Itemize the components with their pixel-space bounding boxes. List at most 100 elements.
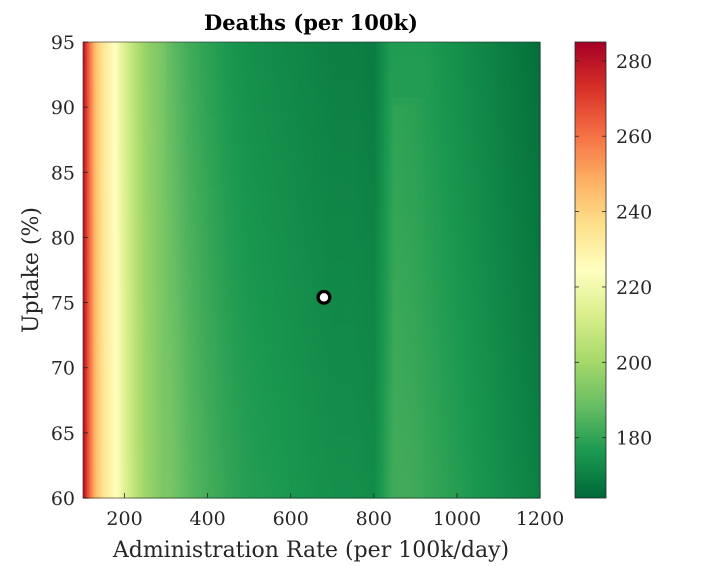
heatmap-cell: [230, 333, 234, 344]
heatmap-cell: [328, 379, 331, 390]
heatmap-cell: [193, 461, 196, 472]
heatmap-cell: [218, 288, 221, 298]
heatmap-cell: [180, 370, 184, 381]
heatmap-cell: [340, 461, 344, 472]
heatmap-cell: [535, 397, 539, 408]
heatmap-cell: [450, 425, 454, 435]
heatmap-cell: [319, 479, 323, 490]
heatmap-cell: [442, 379, 446, 390]
heatmap-cell: [384, 306, 387, 317]
heatmap-cell: [425, 488, 429, 499]
heatmap-cell: [176, 488, 180, 499]
heatmap-cell: [124, 434, 128, 444]
heatmap-cell: [390, 288, 394, 298]
heatmap-cell: [382, 315, 385, 326]
heatmap-cell: [521, 443, 524, 453]
heatmap-cell: [413, 379, 416, 390]
heatmap-cell: [224, 470, 227, 481]
heatmap-cell: [377, 379, 381, 390]
heatmap-cell: [450, 342, 454, 353]
heatmap-cell: [365, 288, 369, 298]
heatmap-cell: [458, 461, 462, 472]
heatmap-cell: [188, 288, 192, 298]
heatmap-cell: [494, 434, 497, 444]
heatmap-cell: [211, 297, 215, 308]
heatmap-cell: [122, 425, 126, 435]
heatmap-cell: [236, 415, 240, 426]
heatmap-cell: [483, 379, 487, 390]
heatmap-cell: [286, 488, 290, 499]
heatmap-cell: [224, 315, 227, 326]
heatmap-cell: [151, 443, 155, 453]
heatmap-cell: [529, 452, 533, 463]
heatmap-cell: [330, 342, 333, 353]
heatmap-cell: [490, 461, 493, 472]
heatmap-cell: [272, 434, 275, 444]
heatmap-cell: [537, 479, 541, 490]
heatmap-cell: [461, 333, 464, 344]
heatmap-cell: [394, 479, 398, 490]
heatmap-cell: [429, 461, 433, 472]
heatmap-cell: [247, 361, 250, 371]
heatmap-cell: [309, 342, 313, 353]
heatmap-cell: [209, 388, 213, 399]
heatmap-cell: [226, 333, 230, 344]
heatmap-cell: [238, 306, 242, 317]
heatmap-cell: [411, 315, 414, 326]
heatmap-cell: [143, 461, 146, 472]
heatmap-cell: [294, 342, 298, 353]
heatmap-cell: [186, 306, 190, 317]
heatmap-cell: [475, 315, 479, 326]
heatmap-cell: [114, 406, 117, 417]
heatmap-cell: [157, 452, 161, 463]
heatmap-cell: [531, 306, 535, 317]
heatmap-cell: [168, 415, 171, 426]
heatmap-cell: [438, 479, 441, 490]
heatmap-cell: [398, 443, 402, 453]
heatmap-cell: [95, 342, 99, 353]
heatmap-cell: [473, 443, 477, 453]
heatmap-cell: [431, 470, 435, 481]
heatmap-cell: [315, 288, 319, 298]
heatmap-cell: [128, 415, 132, 426]
heatmap-cell: [290, 406, 294, 417]
heatmap-cell: [353, 452, 356, 463]
heatmap-cell: [417, 443, 421, 453]
heatmap-cell: [184, 415, 188, 426]
heatmap-cell: [172, 379, 175, 390]
heatmap-cell: [519, 488, 522, 499]
heatmap-cell: [105, 443, 109, 453]
heatmap-cell: [481, 379, 485, 390]
heatmap-cell: [147, 306, 151, 317]
heatmap-cell: [504, 452, 508, 463]
heatmap-cell: [174, 352, 178, 362]
heatmap-cell: [234, 397, 238, 408]
heatmap-cell: [404, 333, 408, 344]
heatmap-cell: [265, 333, 269, 344]
heatmap-cell: [132, 406, 136, 417]
heatmap-cell: [299, 315, 302, 326]
heatmap-cell: [276, 370, 279, 381]
heatmap-cell: [411, 443, 414, 453]
heatmap-cell: [305, 324, 308, 335]
heatmap-cell: [145, 406, 148, 417]
heatmap-cell: [350, 342, 354, 353]
heatmap-cell: [296, 434, 300, 444]
heatmap-cell: [211, 288, 215, 298]
heatmap-cell: [458, 333, 462, 344]
heatmap-cell: [517, 342, 520, 353]
heatmap-cell: [203, 297, 207, 308]
heatmap-cell: [475, 406, 479, 417]
heatmap-cell: [143, 443, 146, 453]
heatmap-cell: [523, 415, 527, 426]
heatmap-cell: [463, 479, 466, 490]
heatmap-cell: [510, 488, 514, 499]
heatmap-cell: [436, 315, 439, 326]
heatmap-cell: [363, 306, 367, 317]
heatmap-cell: [191, 406, 194, 417]
heatmap-cell: [195, 415, 198, 426]
heatmap-cell: [471, 297, 475, 308]
heatmap-cell: [305, 315, 308, 326]
heatmap-cell: [128, 443, 132, 453]
heatmap-cell: [427, 306, 431, 317]
